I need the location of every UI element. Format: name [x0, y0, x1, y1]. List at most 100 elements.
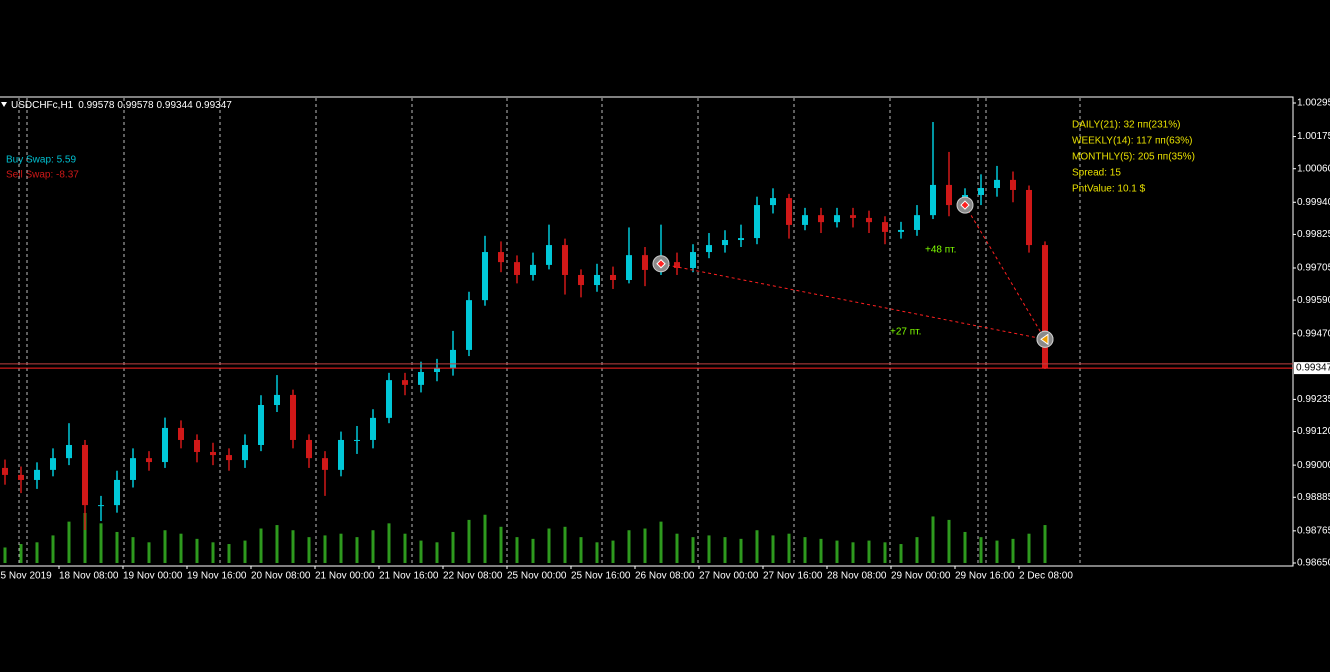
info-line: PntValue: 10.1 $	[1072, 184, 1146, 195]
volume-bar	[131, 537, 135, 563]
candle-body	[306, 439, 312, 459]
candle-body	[50, 458, 56, 470]
volume-bar	[467, 519, 471, 563]
candle-body	[482, 252, 488, 301]
candle-body	[866, 217, 872, 223]
y-tick-label: 1.00175	[1297, 131, 1330, 142]
candle-body	[578, 274, 584, 286]
volume-bar	[35, 542, 39, 563]
x-tick-label: 22 Nov 08:00	[443, 571, 503, 582]
volume-bar	[611, 540, 615, 563]
trade-open-icon	[656, 259, 666, 269]
volume-bar	[1043, 525, 1047, 563]
volume-bar	[51, 535, 55, 563]
volume-bar	[643, 528, 647, 563]
trade-profit-label: +48 пт.	[925, 245, 956, 256]
candle-body	[418, 372, 424, 385]
candle-body	[994, 179, 1000, 189]
volume-bar	[531, 538, 535, 563]
candle-body	[786, 198, 792, 225]
candle-body	[434, 368, 440, 373]
candle-body	[210, 451, 216, 456]
symbol: USDCHFc,H1	[11, 100, 74, 111]
x-tick-label: 26 Nov 08:00	[635, 571, 695, 582]
volume-bar	[563, 526, 567, 563]
candle-body	[322, 458, 328, 470]
volume-bar	[339, 533, 343, 563]
candle-body	[834, 215, 840, 223]
y-tick-label: 0.99235	[1297, 394, 1330, 405]
candle-body	[386, 380, 392, 418]
candle-body	[34, 469, 40, 480]
candle-body	[146, 458, 152, 463]
candle-body	[226, 455, 232, 461]
volume-bar	[195, 538, 199, 563]
volume-bar	[275, 525, 279, 563]
candle-body	[642, 255, 648, 270]
volume-bar	[963, 531, 967, 563]
volume-bar	[723, 537, 727, 563]
candle-body	[850, 215, 856, 218]
candle-body	[610, 274, 616, 281]
y-tick-label: 0.99000	[1297, 460, 1330, 471]
volume-bar	[739, 538, 743, 563]
volume-bar	[915, 537, 919, 563]
plot-frame	[0, 96, 1294, 567]
volume-bar	[227, 544, 231, 563]
volume-bar	[707, 535, 711, 563]
candle-body	[690, 252, 696, 268]
sell-swap: Sell Swap: -8.37	[6, 170, 79, 181]
y-tick-label: 0.99470	[1297, 328, 1330, 339]
candle-body	[978, 188, 984, 195]
y-tick-label: 0.99590	[1297, 295, 1330, 306]
candle-body	[514, 262, 520, 275]
candle-body	[626, 255, 632, 281]
candle-body	[882, 222, 888, 232]
candle-body	[258, 405, 264, 445]
menu-arrow	[1, 102, 7, 107]
candle-body	[114, 479, 120, 506]
volume-bar	[291, 530, 295, 563]
candle-body	[162, 427, 168, 463]
info-line: MONTHLY(5): 205 пп(35%)	[1072, 152, 1195, 163]
candle-body	[18, 474, 24, 480]
candle-body	[1010, 179, 1016, 190]
y-tick-label: 0.99940	[1297, 197, 1330, 208]
volume-bar	[19, 544, 23, 563]
header-close: 0.99347	[196, 100, 233, 111]
candle-body	[722, 240, 728, 246]
volume-bar	[675, 533, 679, 563]
volume-bar	[1011, 538, 1015, 563]
volume-bar	[947, 519, 951, 563]
volume-bar	[515, 537, 519, 563]
info-line: WEEKLY(14): 117 пп(63%)	[1072, 136, 1193, 147]
x-tick-label: 18 Nov 08:00	[59, 571, 119, 582]
candle-body	[354, 439, 360, 441]
y-tick-label: 0.98885	[1297, 492, 1330, 503]
x-tick-label: 25 Nov 00:00	[507, 571, 567, 582]
volume-bar	[931, 516, 935, 563]
volume-bar	[67, 521, 71, 563]
candle-body	[66, 444, 72, 459]
candle-body	[1042, 245, 1048, 369]
x-tick-label: 29 Nov 00:00	[891, 571, 951, 582]
candle-body	[450, 349, 456, 369]
candle-body	[754, 205, 760, 239]
candle-body	[290, 394, 296, 440]
volume-bar	[547, 528, 551, 563]
volume-bar	[403, 533, 407, 563]
candle-body	[738, 238, 744, 241]
candle-body	[130, 458, 136, 480]
volume-bar	[307, 537, 311, 563]
x-tick-label: 28 Nov 08:00	[827, 571, 887, 582]
candle-body	[818, 215, 824, 223]
volume-bar	[883, 542, 887, 563]
candle-body	[706, 245, 712, 253]
volume-bar	[3, 547, 7, 563]
volume-bar	[419, 540, 423, 563]
x-tick-label: 21 Nov 16:00	[379, 571, 439, 582]
candle-body	[370, 417, 376, 440]
